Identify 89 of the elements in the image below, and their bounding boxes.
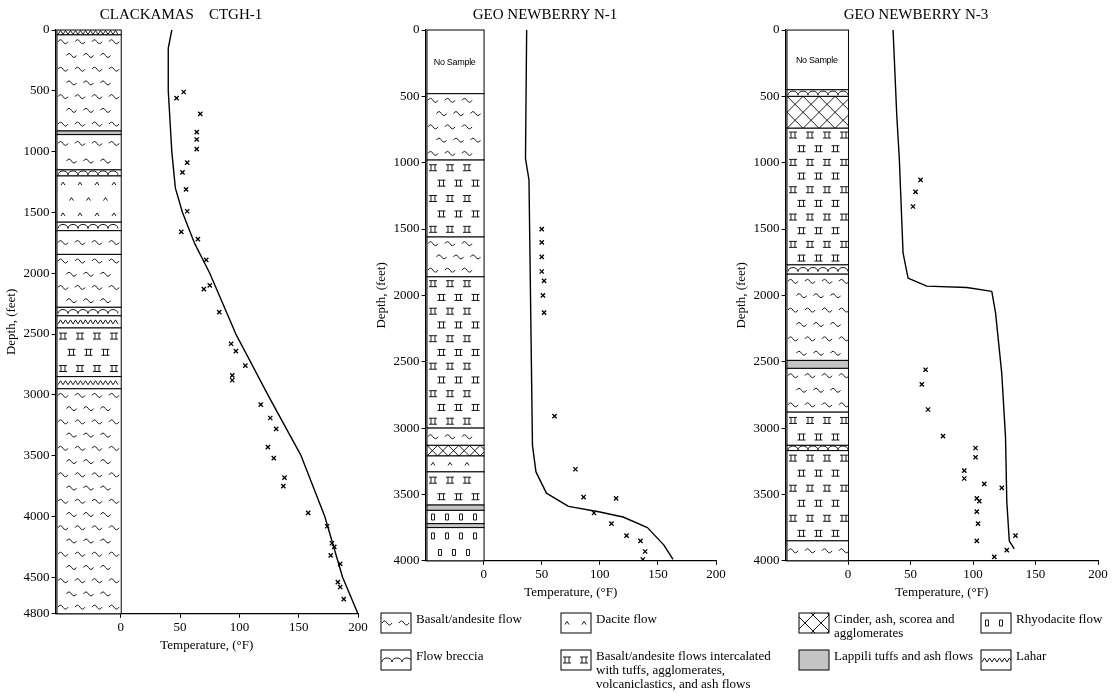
x-tick-label: 150 [288, 619, 309, 635]
annotation: No Sample [433, 56, 476, 67]
x-tick-label: 100 [963, 566, 983, 582]
y-tick-label: 3000 [23, 386, 50, 402]
point [961, 475, 968, 482]
y-axis-title: Depth, (feet) [373, 262, 389, 329]
point [216, 309, 223, 315]
point [206, 282, 213, 289]
y-axis-title: Depth, (feet) [733, 262, 749, 329]
annotation: No Sample [795, 54, 838, 65]
x-tick-label: 50 [535, 566, 549, 582]
y-tick-label: 4800 [23, 605, 50, 621]
x-axis-title: Temperature, (°F) [895, 583, 989, 599]
point [974, 538, 980, 544]
text: Cinder, ash, scorea and agglomerates [834, 611, 956, 640]
point [228, 341, 234, 347]
y-tick-label: 4500 [23, 568, 50, 584]
x-tick-label: 0 [480, 566, 487, 582]
x-tick-label: 200 [348, 619, 368, 635]
y-tick-label: 0 [773, 21, 780, 37]
point [271, 455, 277, 461]
text: Basalt/andesite flow [416, 611, 522, 626]
x-tick-label: 100 [590, 566, 610, 582]
point [538, 254, 545, 260]
x-tick-label: 150 [1025, 566, 1046, 582]
y-tick-label: 500 [760, 87, 780, 103]
point [981, 481, 988, 487]
point [280, 483, 287, 489]
y-tick-label: 4000 [393, 552, 420, 568]
point [197, 111, 204, 117]
text: Lappili tuffs and ash flows [834, 648, 974, 663]
x-axis-title: Temperature, (°F) [524, 583, 618, 599]
y-tick-label: 4000 [753, 552, 780, 568]
y-tick-label: 500 [30, 82, 50, 98]
y-tick-label: 2500 [393, 353, 420, 369]
point [179, 169, 186, 176]
x-tick-label: 200 [1088, 566, 1108, 582]
point [608, 520, 615, 527]
point [541, 278, 547, 284]
text: Dacite flow [596, 611, 658, 626]
y-tick-label: 1000 [23, 143, 50, 159]
y-tick-label: 3500 [393, 485, 420, 501]
point [961, 467, 968, 474]
point [327, 552, 334, 559]
text: Lahar [1016, 648, 1047, 663]
point [922, 366, 929, 373]
text: Basalt/andesite flows intercalated with tuffs, agglomerates, volcaniclastics, and ash flows [596, 648, 772, 691]
point [919, 381, 925, 388]
text: Flow breccia [416, 648, 484, 663]
point [201, 286, 207, 292]
point [267, 415, 274, 421]
y-tick-label: 1500 [393, 220, 420, 236]
x-tick-label: 150 [648, 566, 668, 582]
y-tick-label: 2000 [23, 264, 50, 280]
y-tick-label: 3000 [393, 419, 420, 435]
point [193, 146, 200, 152]
y-tick-label: 3000 [753, 419, 780, 435]
chart-title: GEO NEWBERRY N-1 [472, 5, 618, 22]
y-tick-label: 1000 [393, 154, 420, 170]
y-tick-label: 3500 [753, 485, 780, 501]
chart-title: CLACKAMAS CTGH-1 [99, 5, 263, 22]
y-tick-label: 2000 [393, 286, 420, 302]
y-tick-label: 1500 [753, 220, 780, 236]
point [257, 401, 264, 408]
y-tick-label: 2500 [23, 325, 50, 341]
y-tick-label: 0 [413, 21, 420, 37]
x-tick-label: 0 [117, 619, 125, 635]
point [184, 159, 190, 166]
text: Rhyodacite flow [1016, 611, 1103, 626]
y-tick-label: 3500 [23, 447, 50, 463]
y-tick-label: 0 [43, 21, 50, 37]
y-axis-title: Depth, (feet) [3, 288, 19, 356]
x-tick-label: 100 [229, 619, 250, 635]
chart-title: GEO NEWBERRY N-3 [843, 5, 989, 22]
y-tick-label: 4000 [23, 507, 50, 523]
x-tick-label: 50 [904, 566, 918, 582]
point [972, 454, 979, 461]
x-tick-label: 0 [844, 566, 852, 582]
y-tick-label: 2000 [753, 286, 780, 302]
y-tick-label: 1500 [23, 203, 50, 219]
y-tick-label: 500 [400, 87, 420, 103]
y-tick-label: 2500 [753, 353, 780, 369]
x-axis-title: Temperature, (°F) [160, 636, 254, 652]
point [538, 226, 545, 232]
point [572, 466, 579, 473]
x-tick-label: 200 [706, 566, 726, 582]
point [178, 229, 185, 235]
x-tick-label: 50 [173, 619, 187, 635]
y-tick-label: 1000 [753, 154, 780, 170]
